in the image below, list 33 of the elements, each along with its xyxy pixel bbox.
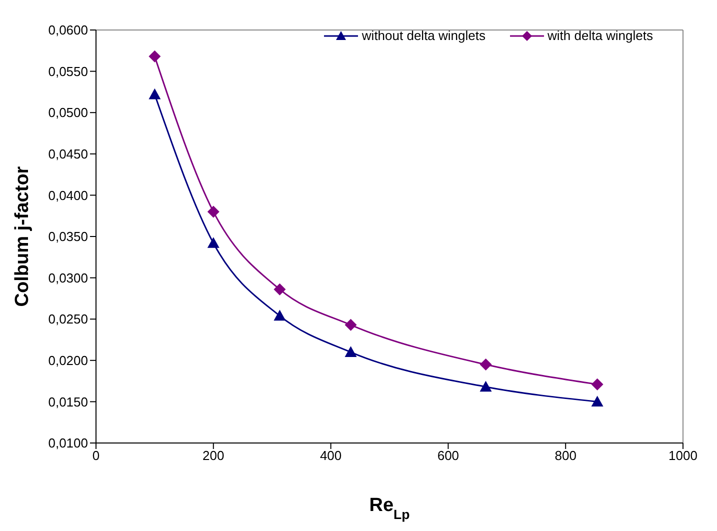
x-axis-title: Re$_{Lp}$ — [369, 495, 410, 522]
point — [591, 378, 604, 390]
y-tick-label: 0,0600 — [48, 22, 88, 38]
x-tick-label: 0 — [92, 448, 100, 464]
x-tick-label: 600 — [437, 448, 460, 464]
x-tick-label: 200 — [202, 448, 224, 464]
point — [207, 237, 220, 248]
y-tick-label: 0,0300 — [48, 270, 88, 286]
y-tick-label: 0,0450 — [48, 146, 88, 162]
point — [344, 346, 357, 357]
point — [591, 396, 604, 406]
x-tick-label: 400 — [320, 448, 342, 464]
y-tick-label: 0,0200 — [48, 353, 88, 368]
point — [480, 358, 492, 371]
legend-label: with delta winglets — [548, 28, 653, 43]
legend-label: without delta winglets — [362, 28, 486, 43]
point — [148, 88, 161, 100]
point — [480, 380, 492, 392]
y-tick-label: 0,0250 — [48, 312, 88, 327]
y-tick-label: 0,0500 — [48, 105, 88, 120]
x-tick-label: 800 — [554, 448, 576, 464]
y-tick-label: 0,0100 — [48, 436, 88, 451]
y-axis-title: Colbum j-factor — [12, 166, 33, 307]
y-tick-label: 0,0350 — [48, 229, 88, 244]
point — [148, 50, 161, 62]
point — [207, 206, 220, 218]
point — [274, 310, 286, 321]
point — [274, 283, 286, 296]
x-tick-label: 1000 — [668, 448, 698, 464]
point — [344, 318, 357, 331]
y-tick-label: 0,0400 — [48, 188, 88, 203]
y-tick-label: 0,0550 — [48, 64, 88, 79]
y-tick-label: 0,0150 — [48, 394, 88, 410]
